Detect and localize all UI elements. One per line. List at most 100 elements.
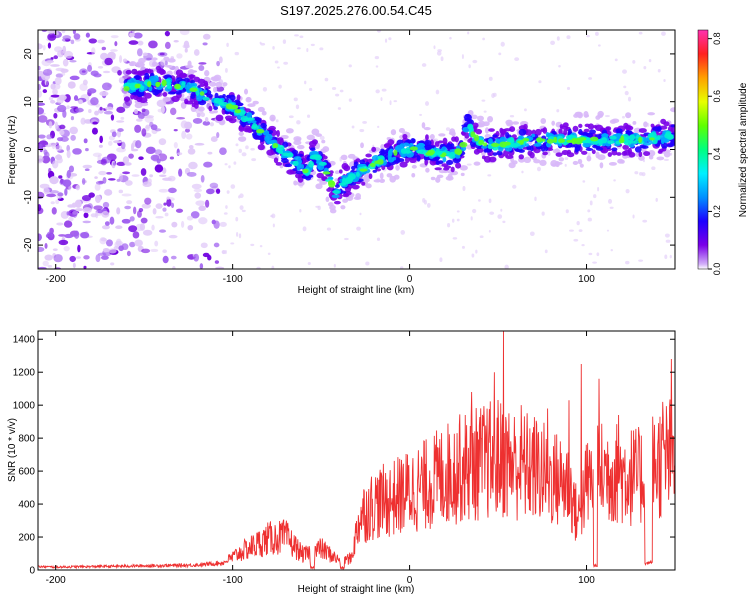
heatmap-cell <box>179 72 184 79</box>
heatmap-cell <box>638 259 644 262</box>
heatmap-cell <box>597 110 604 118</box>
heatmap-cell <box>271 213 276 219</box>
heatmap-cell <box>670 107 675 113</box>
heatmap-cell <box>446 159 454 166</box>
heatmap-cell <box>91 47 96 55</box>
heatmap-cell <box>209 122 215 127</box>
heatmap-cell <box>99 135 103 144</box>
heatmap-cell <box>657 121 661 126</box>
heatmap-cell <box>455 162 462 169</box>
heatmap-cell <box>473 161 481 166</box>
heatmap-cell <box>377 125 380 129</box>
heatmap-cell <box>210 136 218 143</box>
heatmap-cell <box>141 108 146 113</box>
heatmap-cell <box>68 165 75 173</box>
heatmap-cell <box>208 105 213 112</box>
heatmap-cell <box>508 137 515 144</box>
heatmap-cell <box>595 31 599 36</box>
heatmap-cell <box>119 173 123 182</box>
heatmap-cell <box>294 34 299 37</box>
heatmap-cell <box>151 57 158 61</box>
heatmap-cell <box>339 89 344 93</box>
heatmap-cell <box>54 121 59 130</box>
heatmap-cell <box>405 146 411 154</box>
heatmap-cell <box>190 92 197 96</box>
heatmap-cell <box>272 223 275 228</box>
heatmap-cell <box>187 225 194 231</box>
heatmap-cell <box>416 155 421 162</box>
heatmap-cell <box>398 127 406 134</box>
heatmap-cell <box>38 204 42 212</box>
heatmap-cell <box>187 148 196 155</box>
heatmap-cell <box>590 136 599 142</box>
heatmap-cell <box>87 64 93 72</box>
heatmap-cell <box>244 88 249 95</box>
heatmap-cell <box>129 32 135 38</box>
heatmap-cell <box>70 39 75 45</box>
heatmap-cell <box>69 59 77 63</box>
heatmap-cell <box>435 160 441 165</box>
heatmap-cell <box>481 155 486 160</box>
heatmap-cell <box>202 42 208 46</box>
heatmap-cell <box>325 196 330 203</box>
heatmap-cell <box>380 97 383 101</box>
heatmap-cell <box>168 234 178 239</box>
heatmap-cell <box>95 194 101 204</box>
heatmap-cell <box>472 59 478 64</box>
heatmap-cell <box>162 255 169 264</box>
heatmap-cell <box>628 151 636 158</box>
y-tick-label: 20 <box>23 48 34 60</box>
heatmap-cell <box>275 146 283 153</box>
heatmap-cell <box>38 43 43 50</box>
heatmap-cell <box>116 207 121 215</box>
heatmap-cell <box>450 166 455 173</box>
heatmap-cell <box>279 138 284 143</box>
heatmap-cell <box>478 199 481 202</box>
heatmap-cell <box>50 94 60 98</box>
heatmap-cell <box>473 134 480 142</box>
heatmap-cell <box>38 266 47 269</box>
heatmap-cell <box>587 209 591 213</box>
heatmap-cell <box>587 123 595 130</box>
heatmap-cell <box>344 237 349 241</box>
heatmap-cell <box>110 49 118 52</box>
heatmap-cell <box>128 153 134 159</box>
heatmap-cell <box>409 146 418 151</box>
heatmap-cell <box>437 140 444 144</box>
heatmap-cell <box>118 77 125 84</box>
heatmap-cell <box>63 245 70 252</box>
heatmap-cell <box>229 94 236 101</box>
heatmap-cell <box>460 172 465 177</box>
heatmap-cell <box>423 199 427 205</box>
heatmap-cell <box>211 219 217 225</box>
heatmap-cell <box>509 115 515 118</box>
heatmap-cell <box>62 179 72 187</box>
heatmap-cell <box>564 157 569 161</box>
heatmap-cell <box>491 142 500 147</box>
heatmap-cell <box>334 184 340 188</box>
heatmap-cell <box>272 46 275 50</box>
heatmap-cell <box>663 151 671 158</box>
heatmap-cell <box>282 39 287 44</box>
heatmap-cell <box>95 180 104 185</box>
heatmap-cell <box>634 171 639 175</box>
heatmap-cell <box>492 134 498 138</box>
heatmap-cell <box>393 174 400 180</box>
heatmap-cell <box>156 99 167 108</box>
heatmap-cell <box>566 149 572 154</box>
heatmap-cell <box>151 224 155 231</box>
heatmap-cell <box>116 120 125 123</box>
heatmap-cell <box>105 106 114 111</box>
heatmap-cell <box>381 88 387 92</box>
heatmap-cell <box>203 161 213 168</box>
heatmap-cell <box>171 221 178 228</box>
heatmap-cell <box>351 165 356 171</box>
heatmap-cell <box>87 88 97 94</box>
heatmap-cell <box>73 95 79 101</box>
heatmap-cell <box>661 31 666 36</box>
heatmap-cell <box>74 199 82 208</box>
heatmap-cell <box>333 263 336 268</box>
heatmap-cell <box>392 156 397 161</box>
heatmap-cell <box>639 144 647 149</box>
heatmap-cell <box>614 58 618 62</box>
